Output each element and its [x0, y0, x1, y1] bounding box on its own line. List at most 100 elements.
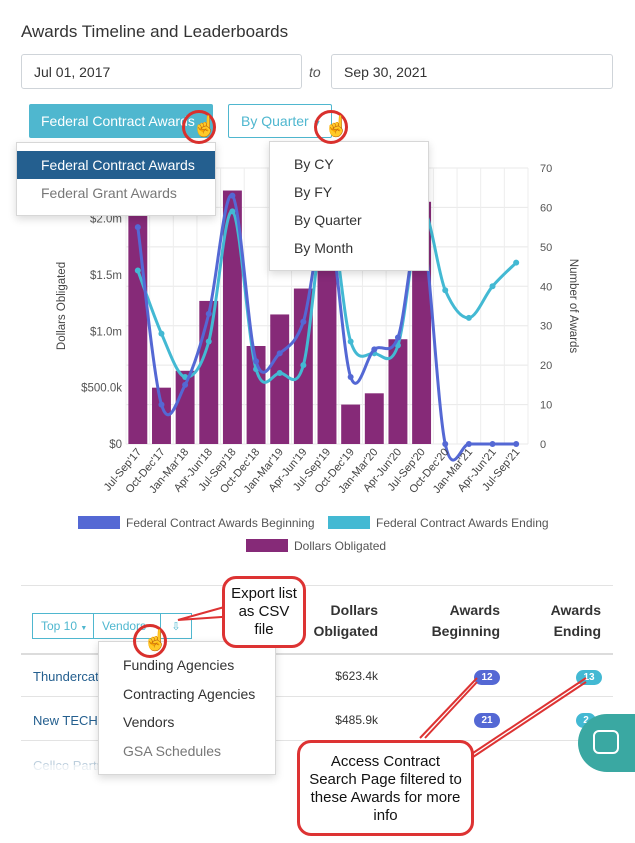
row-name-link[interactable]: Thundercat: [33, 669, 99, 684]
bar: [341, 404, 361, 444]
data-point: [134, 224, 141, 231]
y2-tick-label: 30: [540, 321, 552, 333]
data-point: [371, 346, 378, 353]
data-point: [205, 310, 212, 317]
bar: [199, 300, 219, 444]
menu-item-contracting-agencies[interactable]: Contracting Agencies: [123, 685, 256, 702]
data-point: [347, 338, 354, 345]
export-callout: Export list as CSV file: [222, 576, 306, 648]
row-dollars: $623.4k: [335, 669, 378, 683]
search-callout: Access Contract Search Page filtered to …: [297, 740, 474, 836]
cursor-highlight-ring: [314, 110, 348, 144]
y-tick-label: $500.0k: [81, 383, 122, 395]
top-n-dropdown-button[interactable]: Top 10 ▼: [32, 613, 94, 639]
data-point: [347, 373, 354, 380]
menu-item-funding-agencies[interactable]: Funding Agencies: [123, 657, 235, 673]
menu-item-vendors[interactable]: Vendors: [123, 714, 175, 730]
y2-tick-label: 40: [540, 281, 552, 293]
data-point: [465, 314, 472, 321]
data-point: [394, 334, 401, 341]
section-divider: [21, 585, 613, 586]
menu-item-by-fy[interactable]: By FY: [294, 184, 333, 200]
legend-swatch: [328, 516, 370, 529]
callout-pointers: [177, 604, 587, 760]
y2-tick-label: 50: [540, 242, 552, 254]
row-divider: [21, 696, 613, 697]
data-point: [276, 350, 283, 357]
menu-item-gsa-schedules[interactable]: GSA Schedules: [123, 742, 222, 759]
legend-swatch: [246, 539, 288, 552]
legend-label: Dollars Obligated: [294, 539, 386, 553]
bar: [152, 387, 171, 444]
data-point: [489, 441, 496, 447]
y2-tick-label: 70: [540, 163, 552, 175]
data-point: [465, 441, 472, 447]
bar: [317, 252, 337, 444]
caret-down-icon: ▼: [80, 625, 88, 632]
data-point: [442, 287, 449, 294]
group-by-menu: Funding Agencies Contracting Agencies Ve…: [98, 641, 276, 775]
data-point: [276, 370, 283, 377]
cursor-highlight-ring: [182, 110, 216, 144]
awards-beginning-badge[interactable]: 12: [474, 670, 500, 685]
y2-tick-label: 0: [540, 439, 546, 451]
period-menu: By CY By FY By Quarter By Month: [269, 141, 429, 271]
data-point: [229, 192, 236, 199]
legend-label: Federal Contract Awards Ending: [376, 516, 549, 530]
menu-item-grant-awards[interactable]: Federal Grant Awards: [41, 185, 177, 201]
y-axis-title: Dollars Obligated: [56, 262, 68, 350]
bar: [364, 393, 384, 444]
chat-icon: [593, 730, 619, 754]
data-point: [513, 441, 520, 447]
column-header-ending: Awards Ending: [550, 602, 601, 639]
data-point: [158, 330, 165, 337]
table-header-divider: [21, 653, 613, 655]
data-point: [205, 338, 212, 345]
bar: [222, 190, 242, 444]
bar: [128, 213, 148, 444]
hand-pointer-icon: ☝: [324, 116, 349, 138]
y-tick-label: $2.0m: [90, 214, 122, 226]
menu-item-by-month[interactable]: By Month: [294, 240, 354, 256]
period-selected-label: By Quarter: [241, 113, 309, 129]
y-tick-label: $1.0m: [90, 326, 122, 338]
date-separator: to: [309, 64, 321, 80]
top-n-label: Top 10: [41, 619, 78, 633]
data-point: [513, 259, 520, 266]
bar: [175, 370, 195, 444]
y2-axis-title: Number of Awards: [567, 259, 579, 354]
row-name-link[interactable]: New TECH: [33, 713, 97, 728]
awards-beginning-badge[interactable]: 21: [474, 713, 500, 728]
data-point: [300, 362, 307, 369]
menu-item-by-quarter[interactable]: By Quarter: [294, 212, 362, 228]
column-header-beginning: Awards Beginning: [431, 602, 500, 639]
row-dollars: $485.9k: [335, 713, 378, 727]
menu-item-contract-awards[interactable]: Federal Contract Awards: [17, 151, 215, 179]
data-point: [253, 358, 260, 365]
chat-launcher-button[interactable]: [578, 714, 635, 772]
data-point: [489, 283, 496, 290]
bar: [270, 314, 290, 444]
group-by-label: Vendors: [102, 619, 147, 633]
cursor-highlight-ring: [133, 624, 167, 658]
legend-swatch: [78, 516, 120, 529]
menu-item-gwacs[interactable]: GWACs: [99, 765, 275, 774]
cloud-download-icon: ⇩: [171, 621, 181, 633]
y2-tick-label: 60: [540, 202, 552, 214]
y2-tick-label: 20: [540, 360, 552, 372]
hand-pointer-icon: ☝: [192, 116, 217, 138]
y2-tick-label: 10: [540, 400, 552, 412]
column-header-dollars: Dollars Obligated: [313, 602, 378, 639]
menu-item-by-cy[interactable]: By CY: [294, 156, 334, 172]
end-date-input[interactable]: Sep 30, 2021: [331, 54, 613, 89]
start-date-input[interactable]: Jul 01, 2017: [21, 54, 302, 89]
data-point: [158, 401, 165, 408]
page-title: Awards Timeline and Leaderboards: [21, 22, 289, 41]
data-point: [229, 208, 236, 215]
legend-label: Federal Contract Awards Beginning: [126, 516, 315, 530]
data-point: [182, 381, 189, 388]
data-point: [134, 267, 141, 274]
y-tick-label: $0: [109, 439, 122, 451]
award-type-selected-label: Federal Contract Awards: [41, 113, 195, 129]
y-tick-label: $1.5m: [90, 270, 122, 282]
